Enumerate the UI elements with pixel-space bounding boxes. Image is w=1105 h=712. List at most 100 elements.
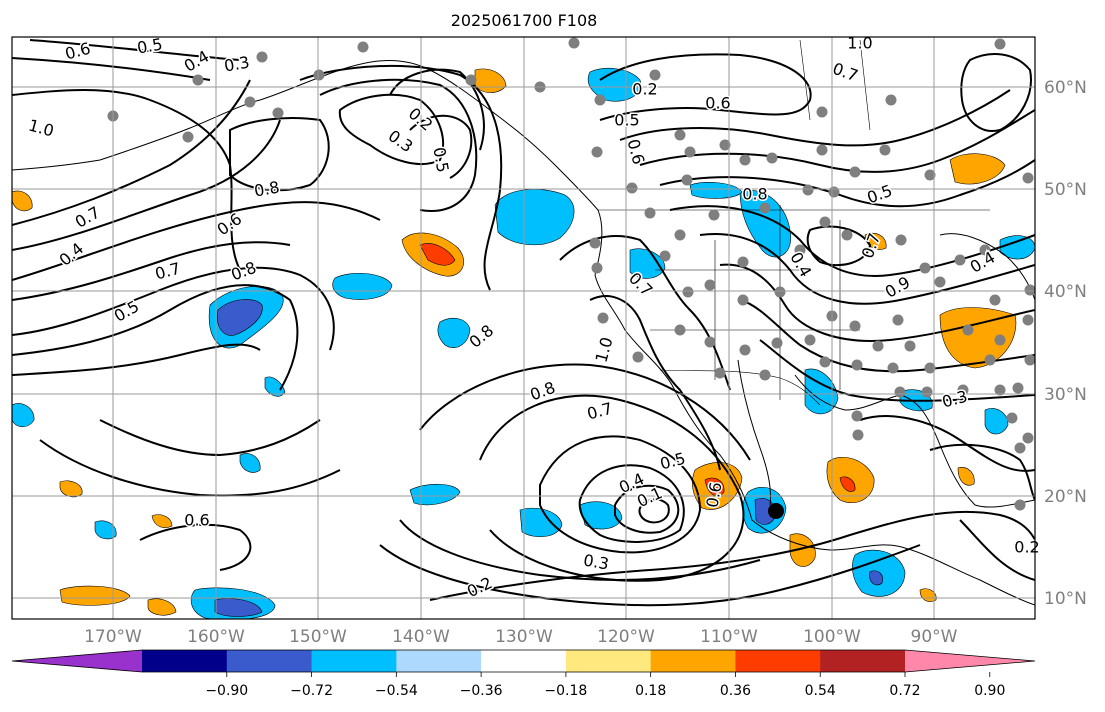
contour-line	[739, 299, 1035, 373]
station-dot	[357, 41, 369, 53]
station-dot	[649, 69, 661, 81]
colorbar-tick-label: 0.90	[974, 683, 1005, 699]
station-dot	[256, 51, 268, 63]
contour-line	[639, 109, 1035, 173]
station-dot	[1014, 499, 1026, 511]
station-dot	[957, 384, 969, 396]
station-dot	[894, 386, 906, 398]
lat-lon-grid	[12, 37, 1035, 619]
positive-region	[147, 598, 177, 616]
contour-label: 0.8	[742, 185, 767, 204]
contour-line	[589, 295, 721, 471]
negative-region	[629, 248, 666, 279]
longitude-gridlines	[112, 37, 935, 619]
colorbar-segment	[311, 650, 397, 672]
contour-line	[419, 363, 751, 461]
station-dot	[892, 314, 904, 326]
station-dot	[872, 340, 884, 352]
station-dot	[714, 367, 726, 379]
contour-label: 0.5	[614, 111, 639, 130]
station-dot	[737, 294, 749, 306]
negative-region	[214, 598, 263, 617]
positive-region	[151, 514, 173, 528]
negative-region	[12, 403, 35, 428]
colorbar-segment	[226, 650, 313, 672]
station-dot	[1022, 432, 1034, 444]
station-dot	[802, 184, 814, 196]
station-dot	[719, 139, 731, 151]
station-dot	[852, 429, 864, 441]
contour-lines	[12, 39, 1035, 607]
station-dot	[759, 369, 771, 381]
station-dot	[589, 237, 601, 249]
contour-label: 0.6	[184, 511, 209, 530]
lat-label: 50°N	[1044, 180, 1087, 200]
negative-region	[239, 453, 261, 473]
contour-line	[759, 339, 1035, 402]
station-dot	[919, 262, 931, 274]
colorbar-tick-label: 0.36	[720, 683, 751, 699]
contour-line	[12, 89, 241, 271]
coastline	[737, 359, 771, 506]
station-dot	[804, 334, 816, 346]
colorbar-segment	[142, 650, 228, 672]
station-dot	[682, 286, 694, 298]
positive-region	[12, 190, 33, 212]
negative-region	[264, 376, 286, 397]
negative-region	[494, 189, 575, 246]
lat-label: 10°N	[1044, 589, 1087, 609]
contour-line	[12, 119, 281, 251]
positive-region	[419, 243, 456, 266]
colorbar: −0.90 −0.72 −0.54 −0.36 −0.18 0.18 0.36 0.54 0.7…	[11, 649, 1036, 699]
station-dot	[313, 69, 325, 81]
station-dot	[681, 174, 693, 186]
contour-line	[479, 394, 745, 582]
station-dot	[849, 166, 861, 178]
positive-region	[789, 533, 816, 567]
station-dot	[684, 146, 696, 158]
contour-line	[389, 68, 485, 151]
positive-region	[957, 467, 975, 486]
map-frame	[11, 36, 1036, 620]
colorbar-extend-low	[12, 650, 142, 672]
map-panel: 0.6 0.50.4 0.31.00.80.70.40.50.60.80.70.50…	[11, 32, 1041, 620]
contour-line	[12, 79, 251, 226]
station-dot	[626, 182, 638, 194]
colorbar-segment	[565, 650, 652, 672]
lon-label: 130°W	[495, 627, 553, 647]
station-dot	[994, 384, 1006, 396]
station-dot	[924, 169, 936, 181]
positive-region	[839, 476, 856, 492]
colorbar-tick-label: 0.72	[889, 683, 920, 699]
station-dot	[887, 362, 899, 374]
latitude-labels: 60°N 50°N 40°N 30°N 20°N 10°N	[1044, 78, 1087, 609]
contour-line	[99, 419, 321, 457]
contour-line	[12, 266, 335, 351]
positive-region	[704, 477, 725, 497]
station-dot	[849, 320, 861, 332]
contour-line	[319, 78, 478, 212]
negative-region	[94, 520, 117, 540]
longitude-labels: 170°W 160°W 150°W 140°W 130°W 120°W 110°…	[84, 627, 958, 647]
contour-line	[614, 484, 680, 534]
negative-region	[739, 190, 792, 258]
station-dot	[1014, 442, 1026, 454]
contour-line	[139, 523, 252, 571]
negative-region	[579, 501, 623, 530]
colorbar-tick-label: −0.72	[290, 683, 333, 699]
colorbar-segment	[820, 650, 906, 672]
contour-label: 0.6	[702, 481, 725, 509]
station-dot	[819, 216, 831, 228]
contour-label: 0.5	[429, 146, 452, 174]
colorbar-tick-label: 0.54	[805, 683, 836, 699]
station-dot	[1024, 284, 1035, 296]
negative-region	[217, 299, 263, 336]
station-dot	[739, 154, 751, 166]
station-dot	[1012, 382, 1024, 394]
contour-label: 0.2	[1014, 538, 1039, 557]
station-dot	[704, 336, 716, 348]
lon-label: 120°W	[597, 627, 655, 647]
station-dot	[737, 256, 749, 268]
station-dot	[989, 294, 1001, 306]
negative-region	[519, 507, 563, 538]
